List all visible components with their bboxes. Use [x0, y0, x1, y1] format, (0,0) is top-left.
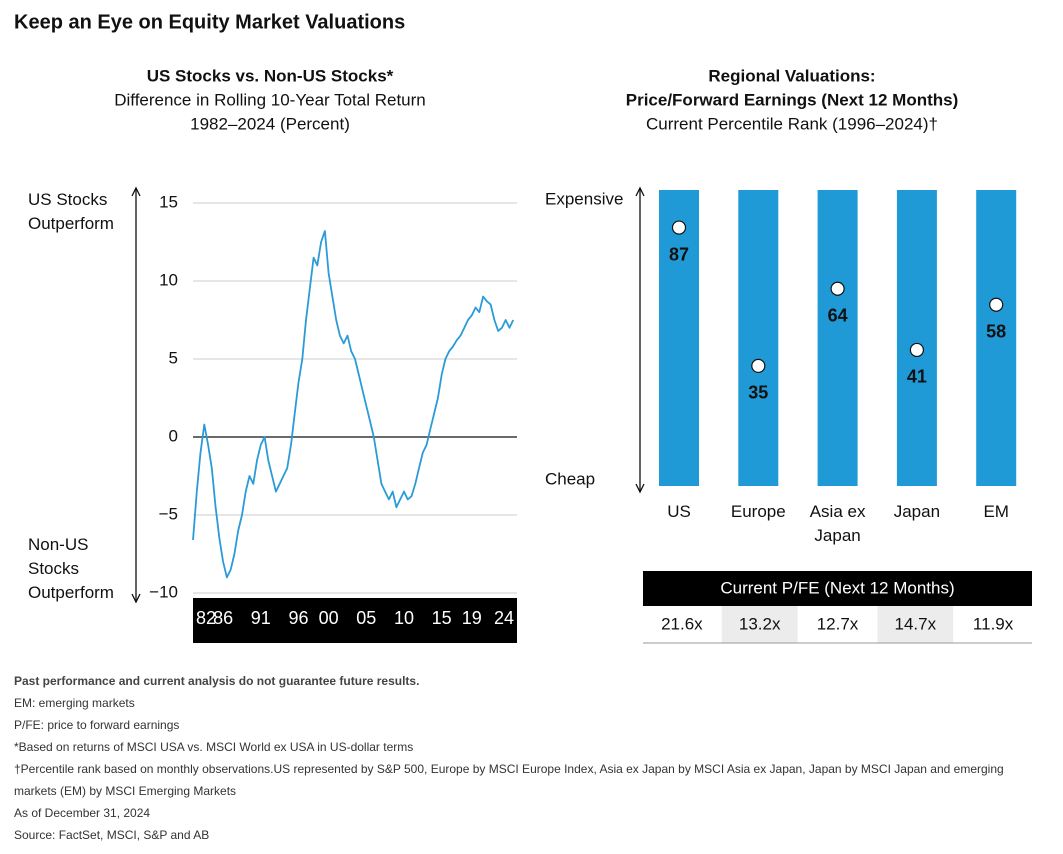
- category-label-box: Japan: [893, 502, 941, 521]
- category-label-box: EM: [983, 502, 1009, 521]
- bar-track: [896, 190, 937, 486]
- x-tick-label: 05: [356, 608, 376, 628]
- y-label-bottom: Cheap: [545, 469, 595, 488]
- category-label: Europe: [730, 502, 786, 521]
- footnote-box: As of December 31, 2024: [14, 806, 151, 820]
- x-tick-label: 24: [494, 608, 514, 628]
- data-line: [192, 230, 515, 579]
- chart-subtitle: Current Percentile Rank (1996–2024)†: [646, 114, 938, 133]
- table-cell: 13.2x: [739, 614, 781, 633]
- x-tick-label: 00: [319, 608, 339, 628]
- table-header: Current P/FE (Next 12 Months): [720, 578, 954, 597]
- value-label: 41: [907, 367, 927, 387]
- chart-title: Price/Forward Earnings (Next 12 Months): [626, 90, 959, 109]
- footnote: As of December 31, 2024: [14, 806, 151, 820]
- table-cell: 11.9x: [973, 614, 1014, 633]
- y-tick-label: 0: [169, 426, 178, 445]
- footnote: †Percentile rank based on monthly observ…: [14, 762, 1004, 798]
- x-tick-label: 10: [394, 608, 414, 628]
- category-label-box: Asia ex Japan: [809, 502, 866, 545]
- chart-title: US Stocks vs. Non-US Stocks*: [147, 66, 394, 85]
- dot: [671, 220, 687, 235]
- table-cell-bg: [721, 606, 798, 643]
- page-title: Keep an Eye on Equity Market Valuations: [14, 11, 405, 33]
- arrow-head: [131, 186, 141, 197]
- y-label-bottom: Non-US Stocks Outperform: [28, 535, 114, 602]
- value-label: 58: [986, 321, 1006, 341]
- category-label-box: Europe: [730, 502, 786, 521]
- arrow-head: [635, 186, 645, 197]
- x-tick-label: 91: [251, 608, 271, 628]
- y-label-top: Expensive: [545, 189, 623, 208]
- dot: [909, 342, 925, 358]
- x-axis-band: [193, 598, 517, 643]
- x-tick-label: 19: [462, 608, 482, 628]
- category-label: US: [667, 502, 691, 521]
- footnote-box: *Based on returns of MSCI USA vs. MSCI W…: [14, 740, 414, 754]
- bar-track: [659, 190, 699, 486]
- dot: [751, 358, 766, 373]
- table-cell: 21.6x: [661, 614, 703, 633]
- y-tick-label: 15: [159, 192, 178, 211]
- y-tick-label: −5: [159, 504, 178, 523]
- x-tick-label: 96: [288, 608, 308, 628]
- footnote: P/FE: price to forward earnings: [14, 718, 180, 732]
- x-tick-label: 15: [432, 608, 452, 628]
- footnote-box: Past performance and current analysis do…: [14, 674, 420, 688]
- footnote-box: Source: FactSet, MSCI, S&P and AB: [14, 828, 210, 842]
- arrow-head: [635, 483, 645, 494]
- footnote-box: †Percentile rank based on monthly observ…: [14, 762, 1004, 798]
- arrow-head: [131, 593, 141, 604]
- bar-track: [817, 190, 858, 486]
- value-label: 87: [669, 244, 689, 264]
- dot: [989, 297, 1004, 312]
- table-header-bg: [643, 571, 1032, 606]
- footnote-box: P/FE: price to forward earnings: [14, 718, 180, 732]
- x-tick-label: 86: [213, 608, 233, 628]
- bar-track: [976, 190, 1017, 486]
- category-label: Japan: [893, 502, 941, 521]
- y-tick-label: 10: [159, 270, 178, 289]
- x-tick-label: 82: [196, 608, 216, 628]
- y-label-top-box: US Stocks Outperform: [28, 190, 114, 233]
- bar-track: [738, 190, 779, 486]
- category-label: EM: [983, 502, 1009, 521]
- footnote: *Based on returns of MSCI USA vs. MSCI W…: [14, 740, 414, 754]
- dot: [830, 281, 845, 296]
- footnote: EM: emerging markets: [14, 696, 135, 710]
- category-label: Asia ex Japan: [809, 502, 866, 545]
- chart-title: Regional Valuations:: [708, 66, 875, 85]
- table-cell-bg: [877, 606, 954, 643]
- table-cell: 12.7x: [817, 614, 859, 633]
- y-label-top: US Stocks Outperform: [28, 190, 114, 233]
- footnote-box: EM: emerging markets: [14, 696, 135, 710]
- category-label-box: US: [667, 502, 691, 521]
- y-tick-label: 5: [169, 348, 178, 367]
- value-label: 64: [828, 306, 848, 326]
- footnote: Source: FactSet, MSCI, S&P and AB: [14, 828, 210, 842]
- chart-subtitle: 1982–2024 (Percent): [190, 114, 350, 133]
- table-cell: 14.7x: [895, 614, 937, 633]
- value-label: 35: [748, 383, 768, 403]
- y-tick-label: −10: [149, 582, 178, 601]
- chart-subtitle: Difference in Rolling 10-Year Total Retu…: [114, 90, 426, 109]
- y-label-bottom-box: Non-US Stocks Outperform: [28, 535, 114, 602]
- footnote: Past performance and current analysis do…: [14, 674, 420, 688]
